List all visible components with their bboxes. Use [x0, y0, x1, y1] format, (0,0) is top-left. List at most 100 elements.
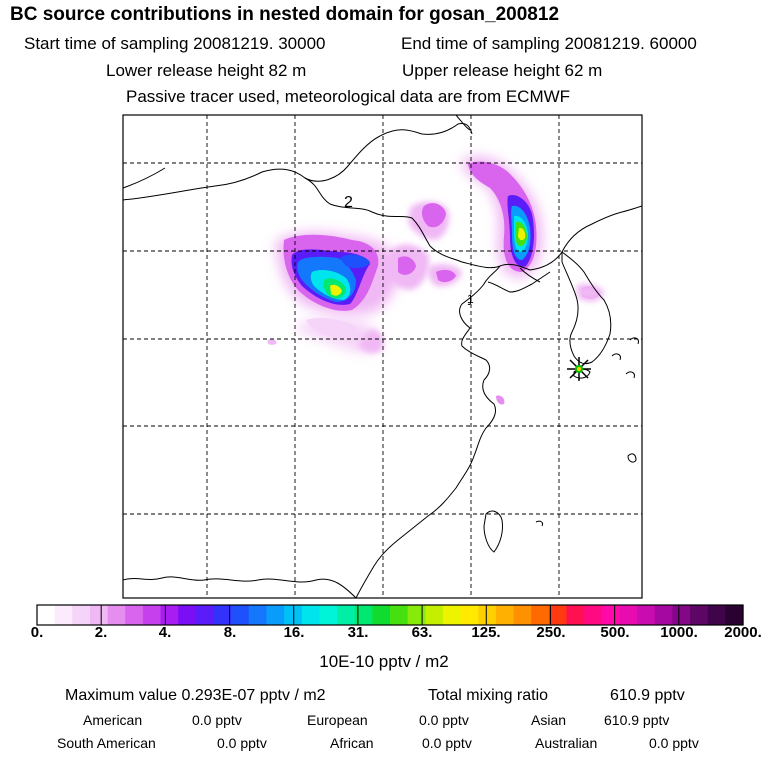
plume-ne-yellow [518, 227, 526, 241]
coast-bohai [487, 271, 551, 293]
coastlines [123, 115, 642, 598]
south-american-value: 0.0 pptv [217, 735, 267, 751]
colorbar-swatch [213, 605, 232, 625]
plume-coast-speck [496, 395, 505, 405]
colorbar-swatch [125, 605, 144, 625]
map-grid [123, 115, 642, 598]
colorbar-swatch [160, 605, 179, 625]
colorbar-swatch [654, 605, 673, 625]
chart-title: BC source contributions in nested domain… [10, 4, 560, 25]
colorbar-swatch [725, 605, 744, 625]
colorbar-swatch [619, 605, 638, 625]
colorbar-swatch [531, 605, 550, 625]
colorbar-swatch [672, 605, 691, 625]
australian-label: Australian [535, 735, 598, 751]
plume-central-north-purple [421, 203, 446, 228]
colorbar-swatch [266, 605, 285, 625]
colorbar-swatch [372, 605, 391, 625]
colorbar-swatch [425, 605, 444, 625]
european-value: 0.0 pptv [419, 712, 469, 728]
colorbar-swatch [601, 605, 621, 625]
coast-shandong-tip [467, 297, 472, 305]
max-value: Maximum value 0.293E-07 pptv / m2 [65, 687, 326, 704]
american-label: American [83, 712, 143, 728]
colorbar-swatch [248, 605, 268, 625]
colorbar-swatch [231, 605, 250, 625]
colorbar-swatch [513, 605, 532, 625]
coast-japan-islands [611, 337, 639, 379]
colorbar-swatch [319, 605, 338, 625]
border-mongolia-china [304, 177, 642, 271]
colorbar-tick-label: 4. [158, 624, 172, 641]
colorbar-swatches [37, 605, 744, 625]
colorbar-swatch [178, 605, 197, 625]
colorbar-swatch [584, 605, 603, 625]
colorbar-swatch [142, 605, 162, 625]
plume-central-purple [398, 256, 416, 275]
colorbar-tick-label: 500. [600, 624, 630, 641]
map-frame-bg [123, 115, 642, 598]
coast-islet [535, 520, 543, 527]
region-label-2: 2 [344, 194, 353, 211]
plume-west-speck [267, 339, 277, 345]
colorbar-swatch [72, 605, 91, 625]
colorbar-tick-label: 125. [471, 624, 501, 641]
colorbar-swatch [89, 605, 109, 625]
colorbar-tick-label: 250. [536, 624, 566, 641]
colorbar-swatch [566, 605, 585, 625]
colorbar-swatch [442, 605, 462, 625]
colorbar-swatch [460, 605, 479, 625]
passive-tracer-note: Passive tracer used, meteorological data… [126, 87, 571, 106]
coast-liaodong [519, 267, 541, 283]
colorbar-swatch [495, 605, 515, 625]
asian-value: 610.9 pptv [604, 712, 670, 728]
plume-central-faint [306, 318, 357, 339]
south-american-label: South American [57, 735, 156, 751]
colorbar-swatch [37, 605, 56, 625]
lower-release-height: Lower release height 82 m [106, 61, 307, 80]
asian-label: Asian [531, 712, 567, 728]
colorbar-swatch [195, 605, 215, 625]
colorbar [36, 604, 744, 626]
colorbar-tick-label: 8. [223, 624, 237, 641]
border-west-north [123, 167, 166, 189]
upper-release-height: Upper release height 62 m [402, 61, 603, 80]
coast-china-east [355, 265, 501, 598]
colorbar-frame [36, 604, 744, 626]
colorbar-swatch [707, 605, 726, 625]
colorbar-tick-label: 63. [411, 624, 433, 641]
colorbar-tick-label: 31. [347, 624, 369, 641]
coast-korea [561, 250, 612, 365]
colorbar-swatch [690, 605, 709, 625]
colorbar-tick-label: 2000. [724, 624, 762, 641]
african-value: 0.0 pptv [422, 735, 472, 751]
total-mixing-value: 610.9 pptv [610, 687, 685, 704]
map-frame [122, 114, 643, 599]
total-mixing-label: Total mixing ratio [428, 687, 549, 704]
region-label-1: 1 [467, 292, 474, 306]
plume-west-halo-se [358, 329, 384, 353]
coast-ryukyu [627, 453, 637, 463]
plume-central [306, 201, 462, 339]
colorbar-swatch [301, 605, 320, 625]
colorbar-swatch [54, 605, 73, 625]
border-south [123, 576, 357, 598]
colorbar-unit-label: 10E-10 pptv / m2 [319, 652, 449, 671]
plume-korea-halo [576, 284, 604, 302]
african-label: African [330, 735, 374, 751]
start-time-label: Start time of sampling 20081219. 30000 [24, 34, 326, 53]
colorbar-swatch [637, 605, 656, 625]
american-value: 0.0 pptv [192, 712, 242, 728]
end-time-label: End time of sampling 20081219. 60000 [401, 34, 697, 53]
colorbar-swatch [390, 605, 409, 625]
colorbar-swatch [284, 605, 303, 625]
colorbar-tick-label: 2. [94, 624, 108, 641]
receptor-star-icon [567, 357, 591, 381]
border-mongolia-north [123, 123, 473, 201]
plume-northeast [462, 156, 604, 405]
colorbar-tick-label: 0. [30, 624, 44, 641]
coast-taiwan [483, 510, 503, 553]
colorbar-dividers [100, 605, 680, 625]
colorbar-swatch [337, 605, 356, 625]
